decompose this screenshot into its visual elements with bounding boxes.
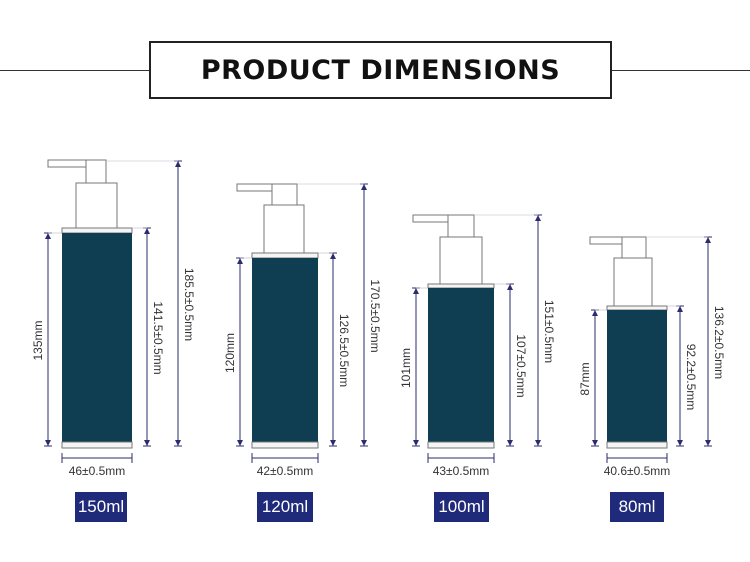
bottle-2-total-height-label: 151±0.5mm bbox=[542, 300, 556, 363]
bottle-0-shoulder-height-label: 141.5±0.5mm bbox=[151, 301, 165, 374]
bottle-3-shoulder-height-label: 92.2±0.5mm bbox=[684, 344, 698, 411]
bottle-0-total-dim-arrow-bottom bbox=[175, 440, 181, 446]
bottle-0-collar bbox=[61, 227, 133, 234]
bottle-3-total-dim-arrow-top bbox=[705, 237, 711, 243]
bottle-3-base bbox=[606, 441, 668, 449]
title-rule-right bbox=[612, 70, 750, 71]
bottle-1-shoulder-dim-arrow-top bbox=[330, 253, 336, 259]
bottle-3-pump-stem bbox=[621, 236, 647, 259]
bottle-2-body-dim-arrow-bottom bbox=[413, 440, 419, 446]
bottle-0-body-height-label: 135mm bbox=[31, 320, 45, 360]
bottle-3-shoulder-dim-arrow-top bbox=[677, 306, 683, 312]
bottle-2-total-dim-arrow-bottom bbox=[535, 440, 541, 446]
bottle-1-total-height-label: 170.5±0.5mm bbox=[368, 279, 382, 352]
bottle-2-total-dim-arrow-top bbox=[535, 215, 541, 221]
bottle-3-body-dim-arrow-top bbox=[592, 310, 598, 316]
bottle-0-body-dim-arrow-top bbox=[45, 233, 51, 239]
bottle-2-collar bbox=[427, 283, 495, 289]
bottle-1-base bbox=[251, 441, 319, 449]
bottle-3-total-dim-arrow-bottom bbox=[705, 440, 711, 446]
bottle-2-pump-stem bbox=[447, 214, 475, 238]
bottle-2-base bbox=[427, 441, 495, 449]
bottle-0-total-height-label: 185.5±0.5mm bbox=[182, 268, 196, 341]
bottle-2-body-dim-arrow-top bbox=[413, 288, 419, 294]
bottle-1-total-dim-arrow-top bbox=[361, 184, 367, 190]
bottle-3-body-height-label: 87mm bbox=[578, 362, 592, 395]
bottle-3-total-height-label: 136.2±0.5mm bbox=[712, 306, 726, 379]
title-rule-left bbox=[0, 70, 149, 71]
bottle-2-pump-housing bbox=[439, 236, 483, 285]
title-box: PRODUCT DIMENSIONS bbox=[149, 41, 612, 99]
bottle-0-shoulder-dim-arrow-top bbox=[144, 228, 150, 234]
bottle-2-body bbox=[428, 288, 494, 442]
bottle-1-pump-housing bbox=[263, 204, 305, 254]
bottle-1-pump-stem bbox=[271, 183, 298, 206]
bottle-1-body-dim-arrow-top bbox=[237, 258, 243, 264]
bottle-2-capacity-badge: 100ml bbox=[434, 492, 489, 522]
bottle-0-pump-housing bbox=[75, 182, 118, 229]
bottle-1-width-label: 42±0.5mm bbox=[257, 464, 314, 478]
bottle-0-shoulder-dim-arrow-bottom bbox=[144, 440, 150, 446]
bottle-0-body bbox=[62, 233, 132, 442]
bottle-3-width-label: 40.6±0.5mm bbox=[604, 464, 671, 478]
bottle-3-body bbox=[607, 310, 667, 442]
bottle-2-width-label: 43±0.5mm bbox=[433, 464, 490, 478]
bottle-1-capacity-badge: 120ml bbox=[257, 492, 313, 522]
bottle-1-body-height-label: 120mm bbox=[223, 333, 237, 373]
bottle-0-body-dim-arrow-bottom bbox=[45, 440, 51, 446]
bottle-2-shoulder-dim-arrow-top bbox=[507, 284, 513, 290]
bottle-1-body bbox=[252, 258, 318, 442]
bottle-1-body-dim-arrow-bottom bbox=[237, 440, 243, 446]
bottle-2-body-height-label: 101mm bbox=[399, 348, 413, 388]
bottle-0-base bbox=[61, 441, 133, 449]
bottle-0-capacity-badge: 150ml bbox=[75, 492, 127, 522]
bottle-1-shoulder-height-label: 126.5±0.5mm bbox=[337, 314, 351, 387]
bottle-3-shoulder-dim-arrow-bottom bbox=[677, 440, 683, 446]
bottle-3-pump-housing bbox=[613, 257, 653, 307]
bottle-2-shoulder-height-label: 107±0.5mm bbox=[514, 334, 528, 397]
bottle-3-capacity-badge: 80ml bbox=[610, 492, 664, 522]
bottle-1-shoulder-dim-arrow-bottom bbox=[330, 440, 336, 446]
bottle-2-shoulder-dim-arrow-bottom bbox=[507, 440, 513, 446]
bottle-3-collar bbox=[606, 305, 668, 311]
bottle-0-pump-stem bbox=[85, 159, 107, 184]
bottle-0-total-dim-arrow-top bbox=[175, 161, 181, 167]
bottle-3-body-dim-arrow-bottom bbox=[592, 440, 598, 446]
bottle-1-total-dim-arrow-bottom bbox=[361, 440, 367, 446]
page-title: PRODUCT DIMENSIONS bbox=[200, 54, 561, 86]
bottle-0-width-label: 46±0.5mm bbox=[69, 464, 126, 478]
bottle-1-collar bbox=[251, 252, 319, 259]
